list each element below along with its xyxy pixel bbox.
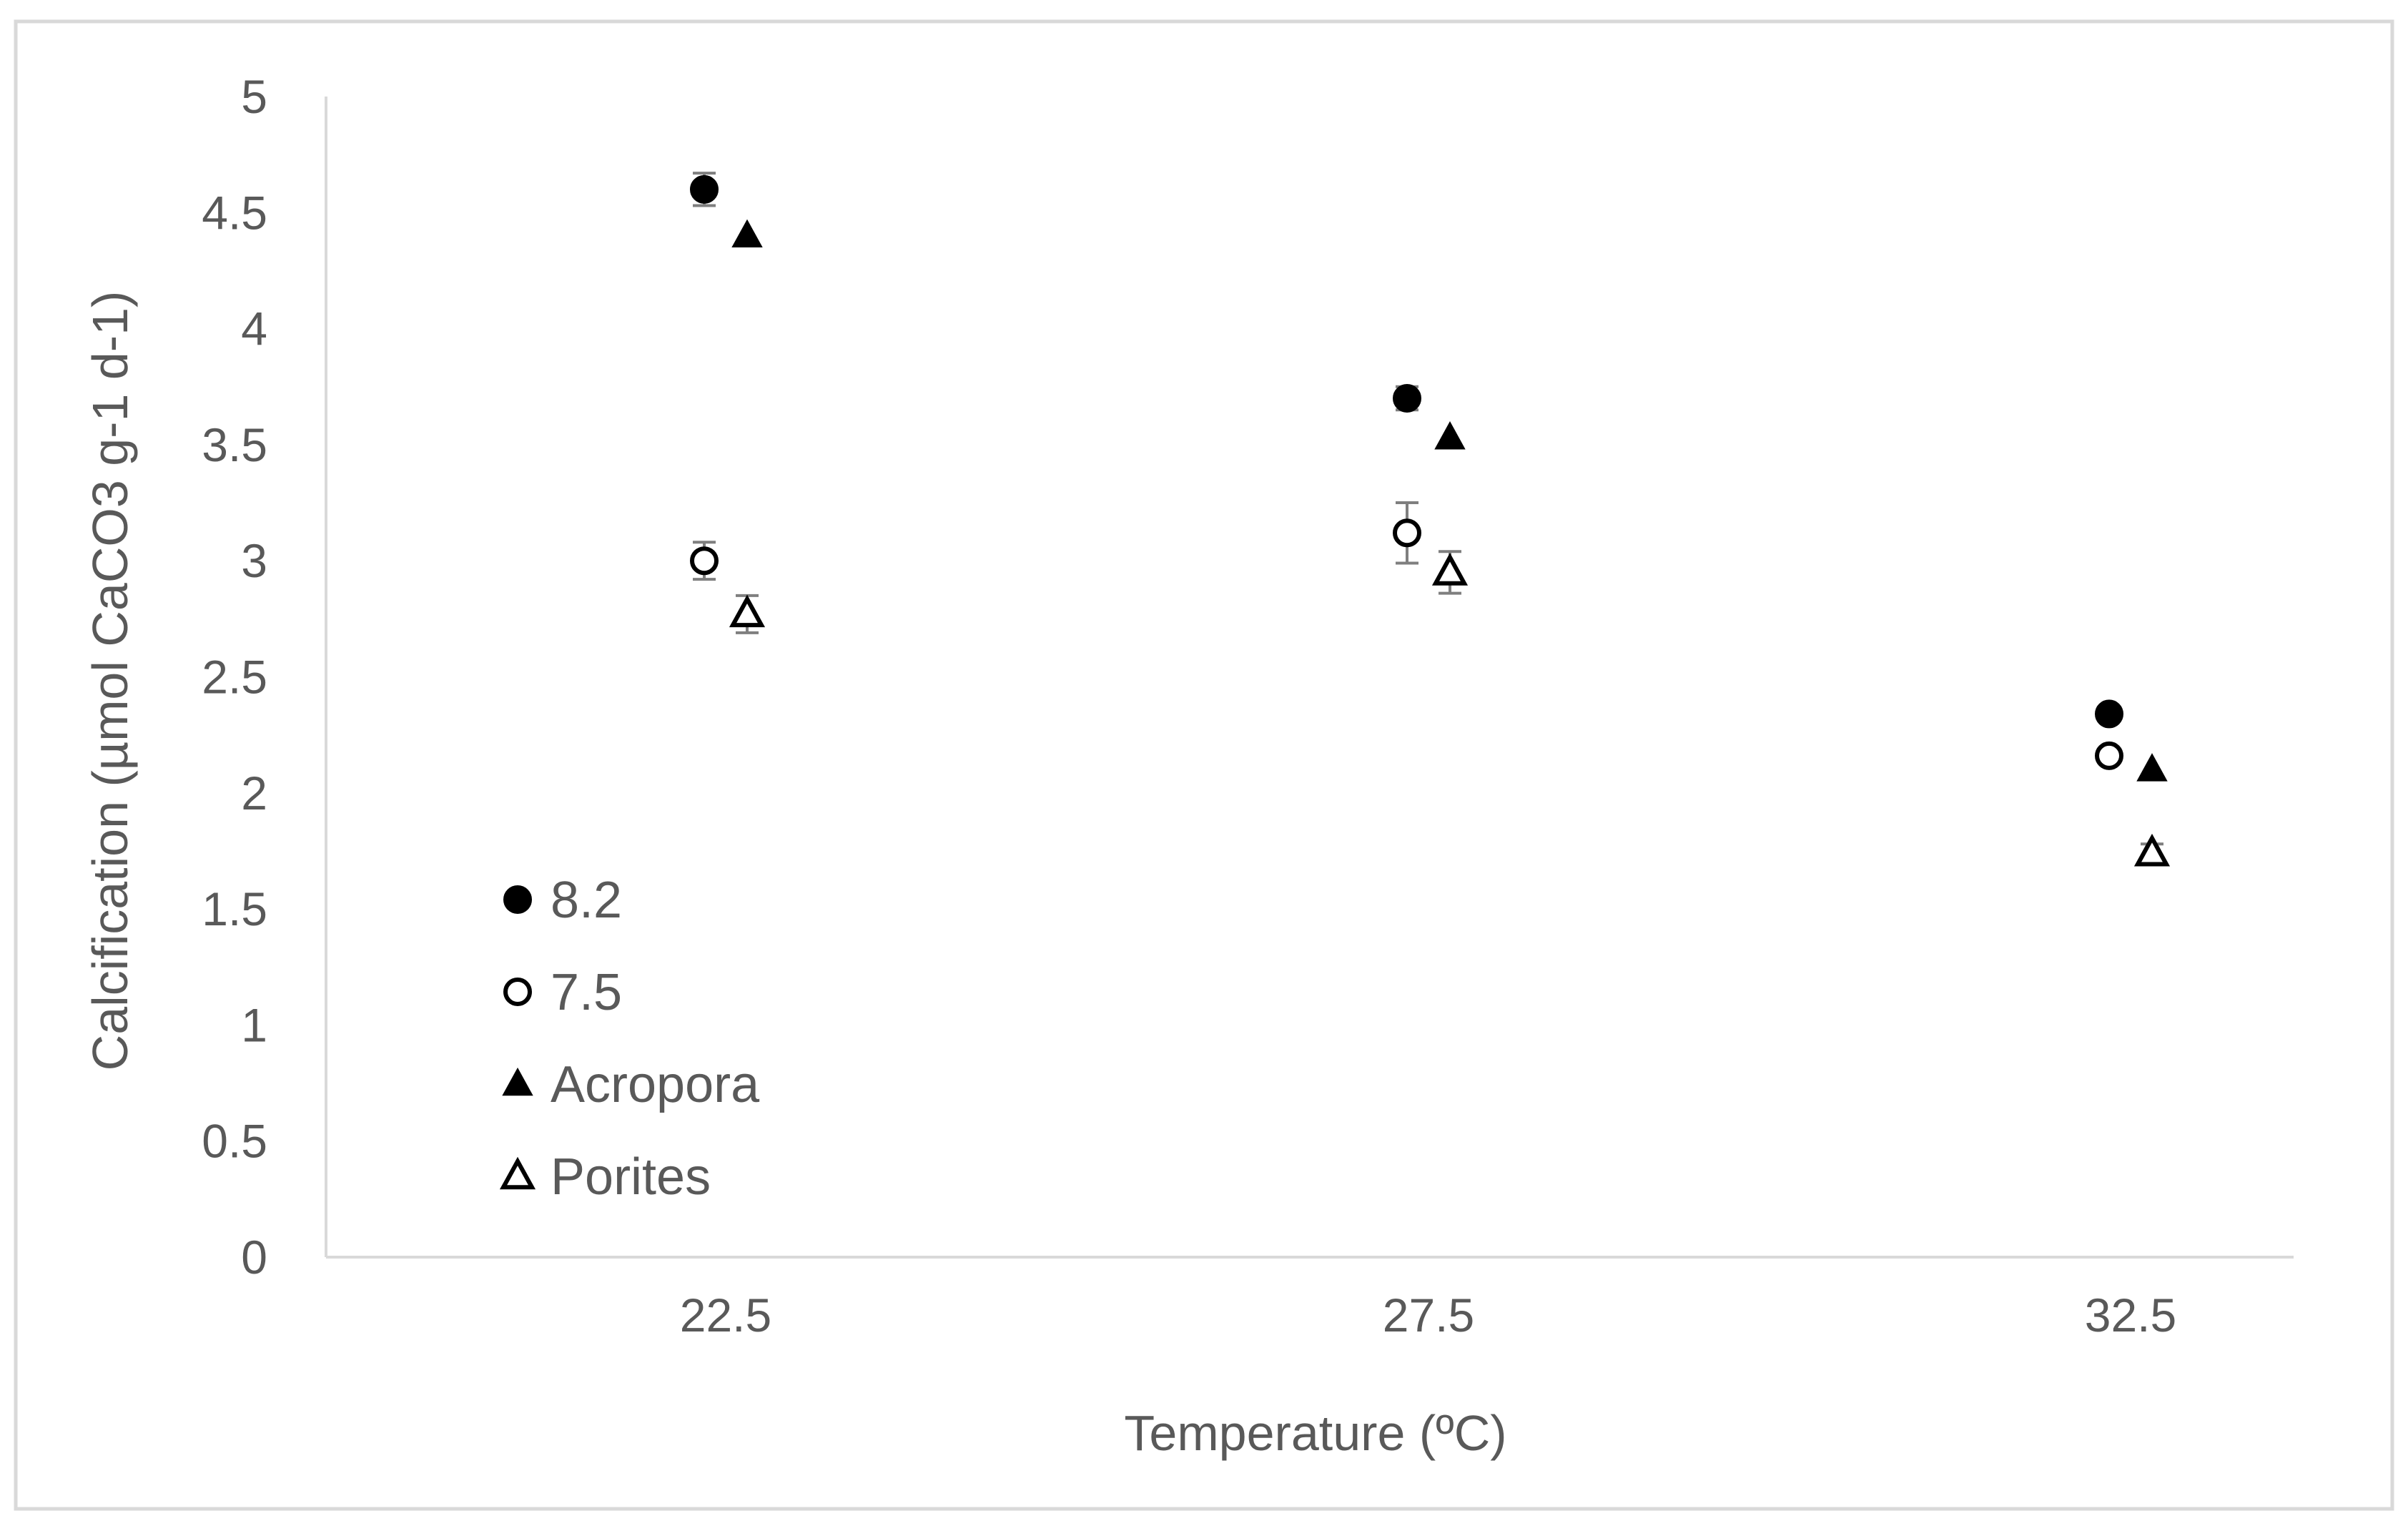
data-point	[731, 219, 763, 248]
series-porites	[729, 550, 2171, 867]
data-point	[1393, 383, 1421, 413]
legend-label: Porites	[551, 1148, 711, 1206]
chart-border	[14, 19, 2394, 1511]
y-tick-label: 5	[241, 70, 267, 123]
data-point	[1393, 518, 1421, 548]
legend-label: Acropora	[551, 1056, 760, 1113]
legend-label: 7.5	[551, 964, 622, 1021]
data-point	[690, 546, 719, 576]
y-tick-label: 4	[241, 302, 267, 355]
data-point	[2133, 833, 2171, 867]
legend-item: 7.5	[503, 964, 622, 1021]
legend-item: 8.2	[503, 872, 622, 929]
y-tick-label: 0.5	[202, 1115, 267, 1168]
y-tick-label: 3.5	[202, 418, 267, 471]
legend-marker	[503, 885, 532, 914]
x-axis-title: Temperature (ºC)	[1124, 1405, 1506, 1461]
series-8-2	[690, 172, 2123, 729]
data-point	[729, 594, 766, 628]
y-tick-label: 1	[241, 998, 267, 1051]
x-tick-label: 27.5	[1383, 1289, 1474, 1342]
y-tick-label: 4.5	[202, 186, 267, 239]
data-point	[690, 174, 719, 204]
data-point	[1431, 553, 1469, 586]
legend-label: 8.2	[551, 872, 622, 929]
y-tick-label: 2.5	[202, 651, 267, 704]
y-tick-label: 2	[241, 767, 267, 819]
series-acropora	[731, 219, 2168, 782]
y-axis-title: Calcification (µmol CaCO3 g-1 d-1)	[82, 291, 138, 1071]
y-tick-label: 1.5	[202, 882, 267, 935]
legend-marker	[502, 1067, 533, 1096]
x-tick-label: 22.5	[680, 1289, 771, 1342]
y-tick-label: 3	[241, 534, 267, 587]
x-tick-label: 32.5	[2085, 1289, 2176, 1342]
legend-item: Porites	[499, 1148, 711, 1206]
data-point	[2095, 699, 2123, 729]
data-point	[1434, 421, 1466, 450]
legend-marker	[499, 1156, 536, 1190]
data-point	[2136, 753, 2168, 782]
series-7-5	[690, 501, 2123, 770]
data-point	[2095, 741, 2123, 770]
y-tick-label: 0	[241, 1231, 267, 1284]
legend-marker	[503, 978, 532, 1006]
legend-item: Acropora	[502, 1056, 760, 1113]
